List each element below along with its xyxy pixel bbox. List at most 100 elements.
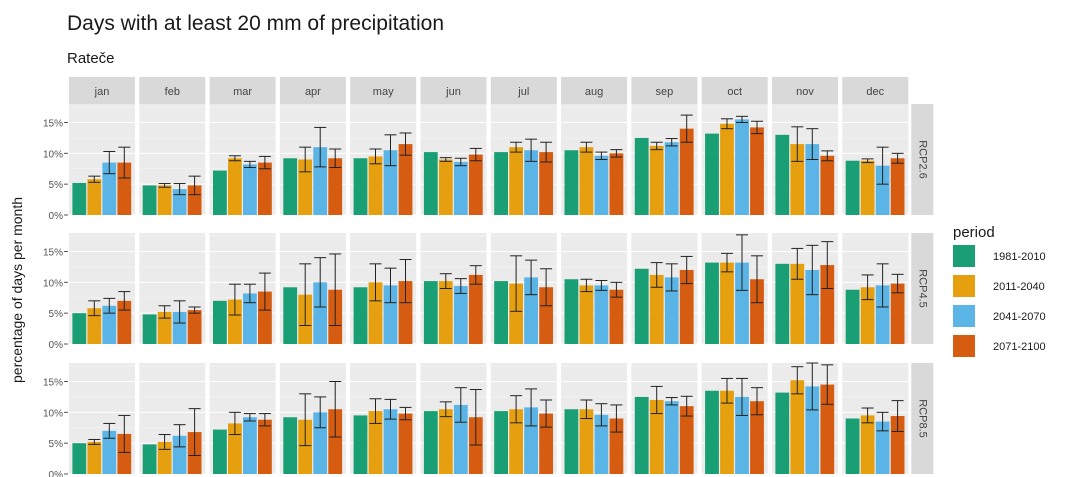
bar-1981-2010 — [283, 417, 298, 474]
bar-2041-2070 — [453, 286, 468, 344]
y-tick-label: 15% — [43, 119, 63, 130]
bar-2041-2070 — [735, 396, 749, 474]
bar-2071-2100 — [117, 433, 132, 474]
bar-1981-2010 — [775, 392, 790, 474]
bar-2071-2100 — [750, 279, 764, 344]
bar-1981-2010 — [634, 137, 649, 215]
bar-2011-2040 — [509, 409, 523, 474]
bar-2011-2040 — [438, 159, 453, 215]
bar-2011-2040 — [298, 419, 313, 474]
month-strip-label: jul — [517, 86, 529, 98]
y-tick-label: 10% — [43, 149, 63, 160]
bar-2071-2100 — [117, 162, 132, 215]
month-strip-jan — [69, 77, 135, 104]
month-strip-label: nov — [796, 86, 814, 98]
month-strip-label: may — [373, 86, 394, 98]
month-strip-label: feb — [165, 86, 180, 98]
bar-2041-2070 — [102, 305, 117, 344]
y-tick-label: 0% — [49, 340, 64, 351]
bar-1981-2010 — [494, 152, 508, 215]
legend-label: 1981-2010 — [993, 251, 1046, 263]
bar-1981-2010 — [845, 418, 860, 474]
month-strip-dec — [842, 77, 909, 104]
legend: period 1981-2010 2011-2040 2041-2070 2071-2… — [953, 224, 1046, 357]
scenario-strip-label: RCP4.5 — [916, 269, 928, 308]
bar-2041-2070 — [735, 119, 749, 215]
y-tick-label: 5% — [49, 439, 64, 450]
legend-swatch-2041-2070 — [953, 305, 975, 327]
bar-2041-2070 — [383, 409, 398, 474]
bar-2071-2100 — [328, 409, 343, 474]
chart-title: Days with at least 20 mm of precipitatio… — [67, 12, 444, 35]
bar-1981-2010 — [213, 429, 227, 474]
y-tick-label: 5% — [49, 180, 64, 191]
bar-2011-2040 — [368, 282, 383, 344]
bar-2041-2070 — [102, 430, 117, 474]
bar-2071-2100 — [890, 283, 905, 344]
bar-1981-2010 — [634, 396, 649, 474]
bar-2011-2040 — [579, 285, 594, 344]
bar-1981-2010 — [705, 390, 719, 474]
bar-2071-2100 — [750, 127, 764, 215]
bar-2041-2070 — [664, 142, 679, 215]
y-tick-label: 5% — [49, 309, 64, 320]
bar-2011-2040 — [228, 423, 242, 474]
bar-2041-2070 — [524, 277, 538, 344]
bar-2041-2070 — [243, 164, 257, 215]
bar-2071-2100 — [398, 413, 413, 474]
bar-1981-2010 — [353, 158, 368, 215]
bar-2071-2100 — [820, 155, 835, 215]
bar-2011-2040 — [87, 179, 102, 215]
bar-2071-2100 — [750, 401, 764, 474]
bar-2011-2040 — [438, 281, 453, 344]
bar-2071-2100 — [609, 153, 624, 215]
bar-1981-2010 — [213, 300, 227, 344]
bar-2011-2040 — [720, 262, 734, 344]
month-strip-label: oct — [727, 86, 742, 98]
bar-2041-2070 — [664, 277, 679, 344]
bar-2011-2040 — [720, 123, 734, 215]
month-strip-aug — [561, 77, 628, 104]
bar-2041-2070 — [102, 162, 117, 215]
bar-1981-2010 — [142, 185, 157, 215]
month-strip-mar — [209, 77, 276, 104]
month-strip-feb — [139, 77, 206, 104]
bar-1981-2010 — [705, 133, 719, 215]
bar-2011-2040 — [368, 411, 383, 474]
bar-1981-2010 — [705, 262, 719, 344]
bar-2011-2040 — [298, 159, 313, 215]
bar-1981-2010 — [72, 182, 87, 215]
bar-2011-2040 — [509, 283, 523, 344]
bar-1981-2010 — [845, 289, 860, 344]
bar-1981-2010 — [283, 287, 298, 344]
facet-panels: jan feb mar apr may jun jul aug sep oct nov dec 0% 5%… — [43, 77, 934, 477]
bar-2071-2100 — [398, 281, 413, 344]
y-tick-label: 10% — [43, 408, 63, 419]
chart-subtitle: Rateče — [67, 50, 115, 67]
bar-2011-2040 — [157, 185, 172, 215]
bar-2041-2070 — [735, 262, 749, 344]
bar-2041-2070 — [453, 161, 468, 215]
bar-2071-2100 — [187, 185, 202, 215]
scenario-strip-label: RCP2.6 — [916, 140, 928, 179]
scenario-strip-RCP4.5 — [911, 233, 934, 344]
bar-2041-2070 — [805, 144, 820, 215]
bar-2011-2040 — [649, 274, 664, 344]
bar-2071-2100 — [258, 291, 272, 344]
bar-1981-2010 — [142, 444, 157, 474]
bar-1981-2010 — [564, 279, 579, 344]
bar-1981-2010 — [283, 158, 298, 215]
bar-2011-2040 — [649, 400, 664, 474]
bar-2071-2100 — [890, 158, 905, 215]
month-strip-label: jun — [445, 86, 461, 98]
bar-2011-2040 — [860, 160, 875, 215]
month-strip-label: sep — [656, 86, 674, 98]
bar-2011-2040 — [790, 263, 805, 344]
month-strip-label: aug — [585, 86, 603, 98]
bar-2071-2100 — [679, 270, 694, 344]
bar-1981-2010 — [494, 281, 508, 344]
bar-2071-2100 — [187, 310, 202, 344]
bar-1981-2010 — [845, 160, 860, 215]
bar-2011-2040 — [228, 158, 242, 215]
bar-2071-2100 — [398, 144, 413, 215]
